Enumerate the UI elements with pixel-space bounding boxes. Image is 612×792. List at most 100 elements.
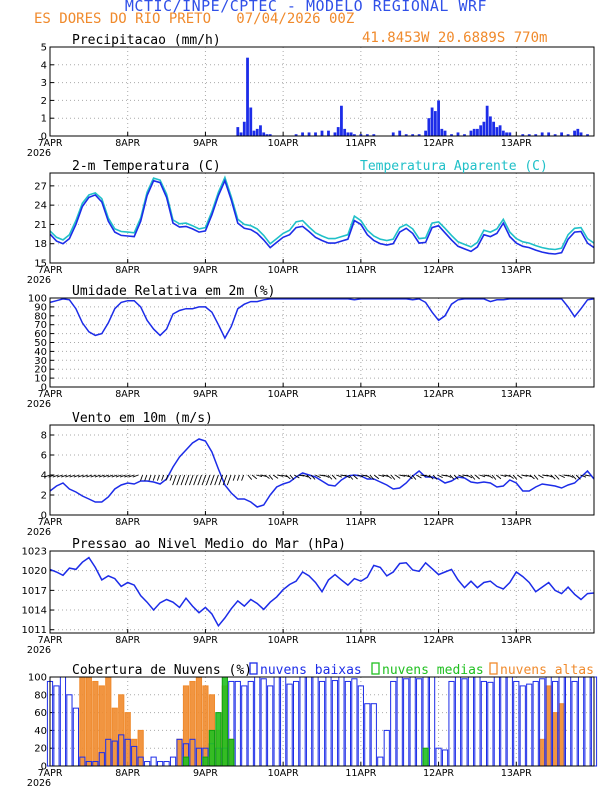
- wind-barb: [424, 474, 431, 478]
- x-tick-label: 13APR: [501, 768, 532, 779]
- wind-barb: [546, 474, 553, 478]
- wind-barb: [98, 474, 105, 478]
- cloud-low-bar: [403, 678, 410, 767]
- y-tick-label: 0: [41, 383, 47, 394]
- wind-barb: [272, 474, 279, 479]
- precip-bar: [437, 100, 440, 136]
- wind-barb: [236, 474, 240, 481]
- wind-barb: [156, 474, 160, 481]
- wind-barb: [407, 474, 413, 480]
- precip-bar: [404, 134, 408, 136]
- y-tick-label: 15: [34, 259, 47, 270]
- panel-title: Precipitacao (mm/h): [72, 33, 221, 48]
- cloud-low-bar: [144, 761, 151, 767]
- wind-barb: [378, 474, 385, 477]
- y-tick-label: 8: [41, 431, 47, 442]
- precip-bar: [501, 130, 505, 136]
- cloud-high-bar: [118, 694, 125, 767]
- cloud-low-bar: [364, 703, 371, 767]
- cloud-low-bar: [506, 676, 513, 767]
- cloud-low-bar: [169, 756, 177, 767]
- y-tick-label: 1011: [22, 625, 47, 636]
- x-tick-label: 10APR: [268, 138, 299, 149]
- cloud-high-bar: [552, 712, 559, 767]
- x-year-label: 2026: [27, 148, 51, 159]
- legend-label: nuvens medias: [382, 663, 484, 678]
- x-tick-label: 9APR: [193, 517, 218, 528]
- x-tick-label: 8APR: [115, 389, 140, 400]
- cloud-low-bar: [428, 676, 436, 767]
- wind-barb: [140, 474, 144, 481]
- header-coordinates: 41.8453W 20.6889S 770m: [362, 30, 548, 46]
- y-tick-label: 10: [34, 374, 47, 385]
- precip-bar: [498, 125, 502, 136]
- wind-barb: [128, 474, 135, 478]
- cloud-low-bar: [234, 680, 241, 767]
- cloud-low-bar: [344, 680, 352, 767]
- cloud-low-bar: [409, 676, 416, 767]
- x-tick-label: 9APR: [193, 138, 218, 149]
- precip-bar: [566, 134, 570, 136]
- panel-title: 2-m Temperatura (C): [72, 159, 221, 174]
- cloud-low-bar: [338, 676, 345, 767]
- cloud-mid-bar: [208, 729, 216, 767]
- precip-bar: [430, 107, 434, 136]
- x-tick-label: 9APR: [193, 768, 218, 779]
- cloud-low-bar: [72, 707, 80, 767]
- wind-barb: [189, 474, 194, 486]
- wind-barb: [65, 474, 72, 478]
- wind-barb: [344, 474, 351, 479]
- y-tick-label: 6: [41, 451, 47, 462]
- y-tick-label: 20: [34, 744, 47, 755]
- x-tick-label: 9APR: [193, 389, 218, 400]
- cloud-low-bar: [163, 761, 170, 767]
- wind-barb: [449, 474, 455, 480]
- wind-barb: [111, 474, 118, 478]
- wind-barb: [504, 474, 511, 477]
- y-tick-label: 1023: [22, 547, 47, 558]
- x-tick-label: 8APR: [115, 138, 140, 149]
- precip-bar: [488, 116, 492, 136]
- wind-barb: [571, 474, 577, 480]
- panel-title: Pressao ao Nivel Medio do Mar (hPa): [72, 537, 346, 552]
- wind-barb: [470, 474, 476, 480]
- precip-bar: [508, 132, 512, 136]
- x-tick-label: 11APR: [345, 768, 376, 779]
- wind-barb: [416, 474, 422, 479]
- precip-bar: [252, 130, 256, 136]
- precip-bar: [314, 132, 317, 136]
- cloud-low-bar: [331, 680, 339, 767]
- wind-barb: [132, 474, 139, 478]
- precip-bar: [560, 132, 564, 136]
- wind-speed-line: [49, 438, 595, 508]
- cloud-low-bar: [532, 680, 539, 767]
- wind-barb: [315, 474, 321, 479]
- precip-bar: [540, 132, 544, 136]
- x-tick-label: 8APR: [115, 768, 140, 779]
- panel-frame: [49, 676, 595, 767]
- precip-bar: [294, 134, 298, 136]
- temperature-line: [49, 178, 595, 255]
- y-tick-label: 1017: [22, 586, 47, 597]
- x-tick-label: 11APR: [345, 517, 376, 528]
- cloud-low-bar: [519, 685, 526, 767]
- precip-bar: [249, 107, 253, 136]
- apparent-temp-legend: Temperatura Aparente (C): [360, 159, 548, 174]
- wind-barb: [554, 474, 560, 480]
- wind-barb: [479, 474, 486, 478]
- wind-barb: [445, 474, 452, 478]
- precip-bar: [349, 132, 353, 136]
- cloud-mid-bar: [228, 738, 235, 767]
- x-tick-label: 10APR: [268, 265, 299, 276]
- header-title: MCTIC/INPE/CPTEC - MODELO REGIONAL WRF: [124, 0, 488, 15]
- y-tick-label: 0: [41, 511, 47, 522]
- cloud-low-bar: [292, 680, 300, 767]
- cloud-low-bar: [241, 685, 248, 767]
- precip-bar: [255, 128, 259, 136]
- x-tick-label: 7APR: [38, 517, 63, 528]
- precip-bar: [336, 127, 340, 136]
- precip-bar: [440, 128, 444, 136]
- wind-barb: [247, 474, 253, 480]
- y-tick-label: 5: [41, 43, 47, 54]
- y-tick-label: 80: [34, 690, 47, 701]
